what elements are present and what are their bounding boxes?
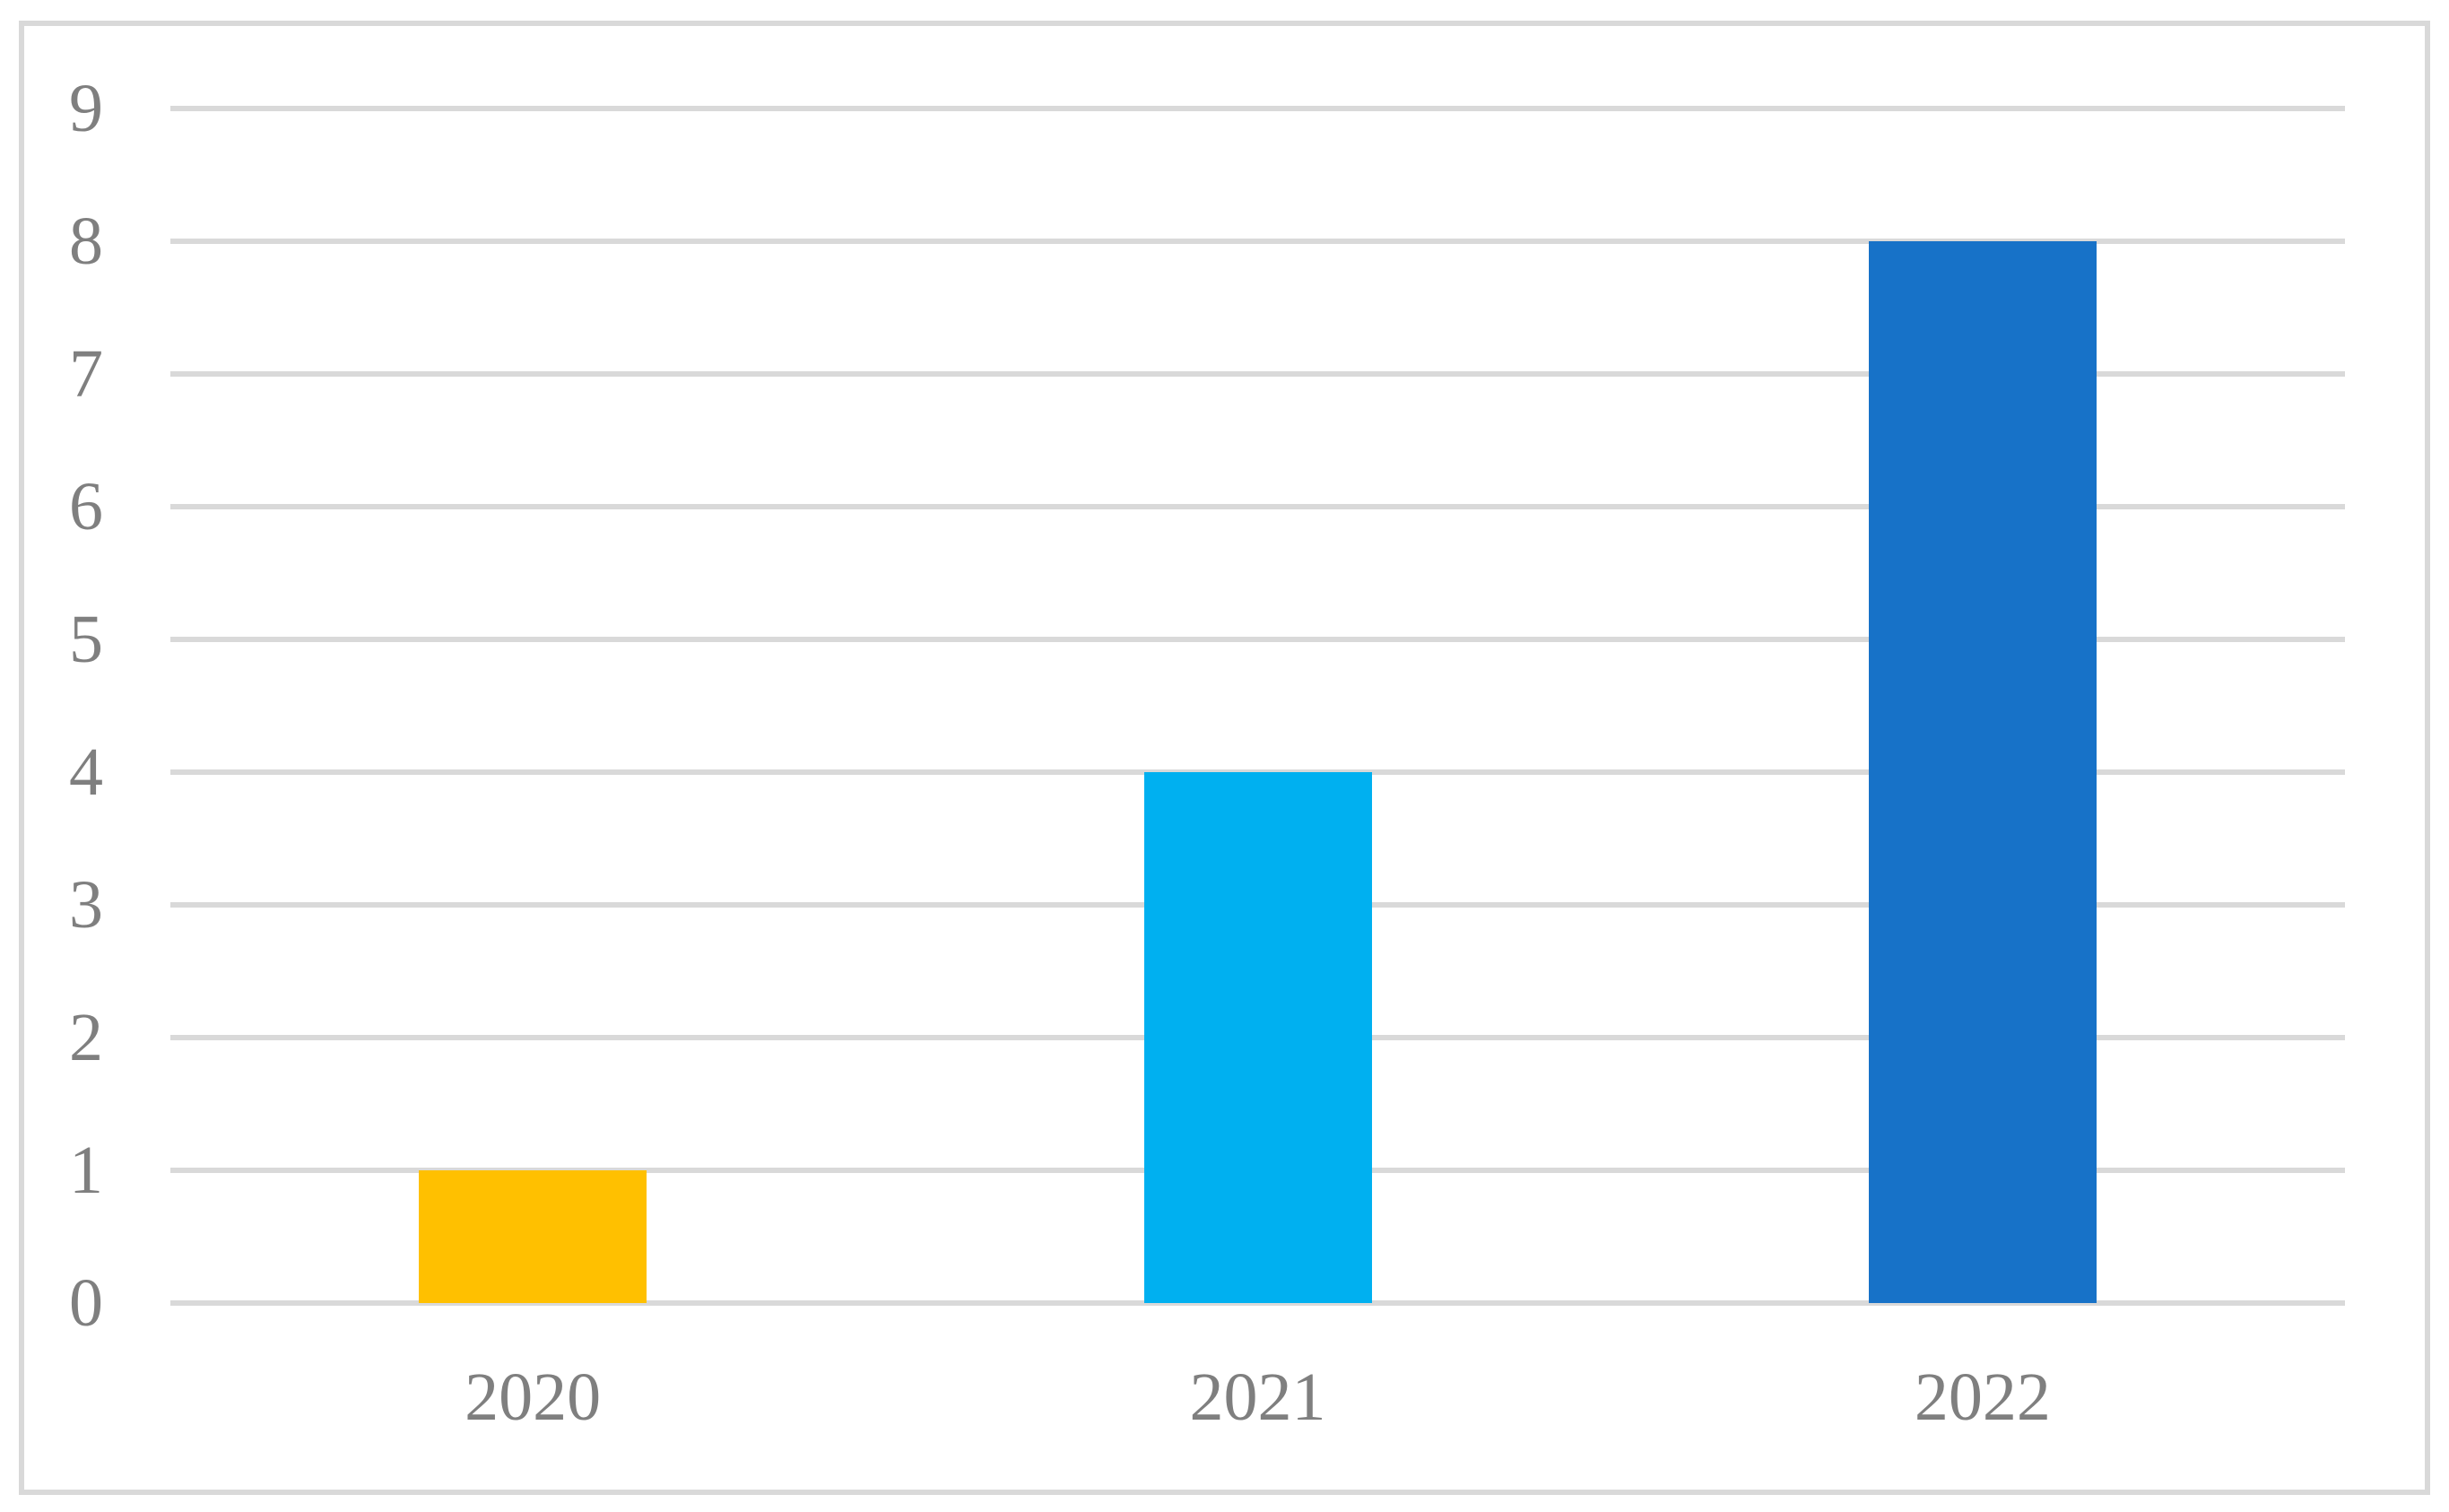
- bar-2021: [1143, 772, 1372, 1303]
- gridline-y-8: [170, 239, 2345, 244]
- gridline-y-6: [170, 504, 2345, 509]
- x-axis-tick-label-2020: 2020: [465, 1360, 602, 1435]
- y-axis-tick-label-0: 0: [69, 1265, 103, 1341]
- bar-2022: [1868, 241, 2097, 1303]
- y-axis-tick-label-8: 8: [69, 204, 103, 279]
- y-axis-tick-label-5: 5: [69, 602, 103, 677]
- y-axis-tick-label-1: 1: [69, 1133, 103, 1208]
- y-axis-tick-label-3: 3: [69, 867, 103, 943]
- y-axis-tick-label-6: 6: [69, 469, 103, 544]
- y-axis-tick-label-7: 7: [69, 336, 103, 412]
- gridline-y-5: [170, 637, 2345, 642]
- bar-2020: [419, 1170, 647, 1303]
- gridline-y-0: [170, 1300, 2345, 1306]
- gridline-y-7: [170, 371, 2345, 377]
- y-axis-tick-label-4: 4: [69, 734, 103, 810]
- x-axis-tick-label-2021: 2021: [1189, 1360, 1326, 1435]
- x-axis-tick-label-2022: 2022: [1914, 1360, 2051, 1435]
- y-axis-tick-label-2: 2: [69, 1000, 103, 1075]
- y-axis-tick-label-9: 9: [69, 71, 103, 146]
- gridline-y-9: [170, 106, 2345, 111]
